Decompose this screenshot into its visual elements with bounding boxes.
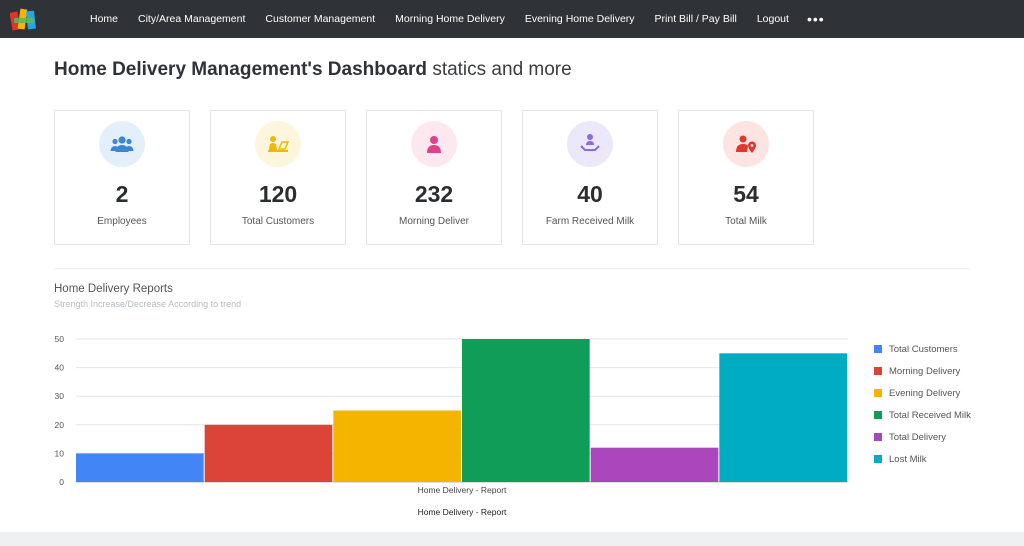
user-location-icon	[736, 135, 756, 153]
chart-legend: Total Customers Morning Delivery Evening D…	[874, 338, 971, 470]
y-tick-label: 0	[59, 477, 64, 487]
y-tick-label: 30	[55, 391, 65, 401]
nav-logout[interactable]: Logout	[756, 13, 789, 25]
bar-total-received-milk[interactable]	[462, 339, 590, 482]
farm-received-milk-count: 40	[577, 181, 603, 207]
customers-icon-circle	[255, 121, 301, 167]
legend-swatch	[874, 455, 882, 463]
bar-total-delivery[interactable]	[590, 447, 719, 482]
bar-lost-milk[interactable]	[719, 353, 847, 482]
report-subtitle: Strength Increase/Decrease According to …	[54, 299, 242, 309]
stat-card-total-milk[interactable]: 54 Total Milk	[678, 110, 814, 245]
top-navbar: Home City/Area Management Customer Manag…	[0, 0, 1024, 39]
y-tick-label: 40	[55, 363, 65, 373]
farm-received-milk-label: Farm Received Milk	[545, 216, 635, 227]
employees-icon-circle	[99, 121, 145, 167]
stat-card-employees[interactable]: 2 Employees	[54, 110, 190, 245]
legend-label: Total Customers	[889, 343, 958, 355]
total-customers-label: Total Customers	[241, 216, 315, 227]
page-title-main: Home Delivery Management's Dashboard	[54, 59, 428, 80]
person-icon	[427, 136, 441, 153]
employees-label: Employees	[97, 216, 147, 227]
legend-item[interactable]: Morning Delivery	[874, 360, 971, 382]
users-icon	[110, 136, 134, 152]
app-logo[interactable]	[10, 6, 40, 32]
legend-item[interactable]: Total Customers	[874, 338, 971, 360]
nav-customer-management[interactable]: Customer Management	[265, 13, 376, 25]
legend-label: Evening Delivery	[889, 387, 961, 399]
x-tick-label: Home Delivery - Report	[418, 485, 507, 495]
stat-card-morning-deliver[interactable]: 232 Morning Deliver	[366, 110, 502, 245]
morning-deliver-label: Morning Deliver	[398, 216, 470, 227]
more-menu-icon[interactable]: •••	[806, 11, 825, 27]
customer-desk-icon	[268, 136, 290, 152]
y-tick-label: 10	[55, 448, 65, 458]
nav-evening-home-delivery[interactable]: Evening Home Delivery	[524, 13, 635, 25]
stat-card-farm-received-milk[interactable]: 40 Farm Received Milk	[522, 110, 658, 245]
bottom-bar	[0, 532, 1024, 546]
employees-count: 2	[115, 181, 129, 207]
total-customers-count: 120	[258, 181, 298, 207]
legend-label: Total Delivery	[889, 431, 947, 443]
legend-item[interactable]: Total Delivery	[874, 426, 971, 448]
legend-item[interactable]: Total Received Milk	[874, 404, 971, 426]
legend-swatch	[874, 367, 882, 375]
legend-swatch	[874, 433, 882, 441]
nav-print-pay-bill[interactable]: Print Bill / Pay Bill	[654, 13, 737, 25]
legend-label: Lost Milk	[889, 453, 927, 465]
total-milk-label: Total Milk	[725, 216, 767, 227]
total-milk-icon-circle	[723, 121, 769, 167]
legend-swatch	[874, 411, 882, 419]
legend-swatch	[874, 389, 882, 397]
report-bar-chart: 0 10 20 30 40 50 Home Delivery - Report Home De…	[55, 334, 848, 517]
bar-total-customers[interactable]	[76, 453, 204, 482]
y-tick-label: 50	[55, 334, 65, 344]
total-milk-count: 54	[733, 181, 759, 207]
report-title: Home Delivery Reports	[54, 283, 173, 295]
bar-evening-delivery[interactable]	[333, 410, 461, 483]
x-axis-label: Home Delivery - Report	[418, 507, 507, 517]
morning-deliver-count: 232	[414, 181, 454, 207]
legend-item[interactable]: Lost Milk	[874, 448, 971, 470]
nav-morning-home-delivery[interactable]: Morning Home Delivery	[395, 13, 505, 25]
legend-item[interactable]: Evening Delivery	[874, 382, 971, 404]
stat-card-total-customers[interactable]: 120 Total Customers	[210, 110, 346, 245]
page-title: Home Delivery Management's Dashboard sta…	[54, 59, 572, 81]
farm-milk-icon-circle	[567, 121, 613, 167]
nav-city-area-management[interactable]: City/Area Management	[138, 13, 246, 25]
morning-icon-circle	[411, 121, 457, 167]
main-content: Home Delivery Management's Dashboard sta…	[0, 38, 1024, 532]
legend-swatch	[874, 345, 882, 353]
legend-label: Total Received Milk	[889, 409, 971, 421]
nav-home[interactable]: Home	[90, 13, 119, 25]
legend-label: Morning Delivery	[889, 365, 961, 377]
hand-person-icon	[580, 134, 600, 151]
page-title-sub: statics and more	[432, 59, 572, 80]
y-tick-label: 20	[55, 420, 65, 430]
section-divider	[54, 268, 970, 269]
bar-morning-delivery[interactable]	[204, 424, 333, 482]
